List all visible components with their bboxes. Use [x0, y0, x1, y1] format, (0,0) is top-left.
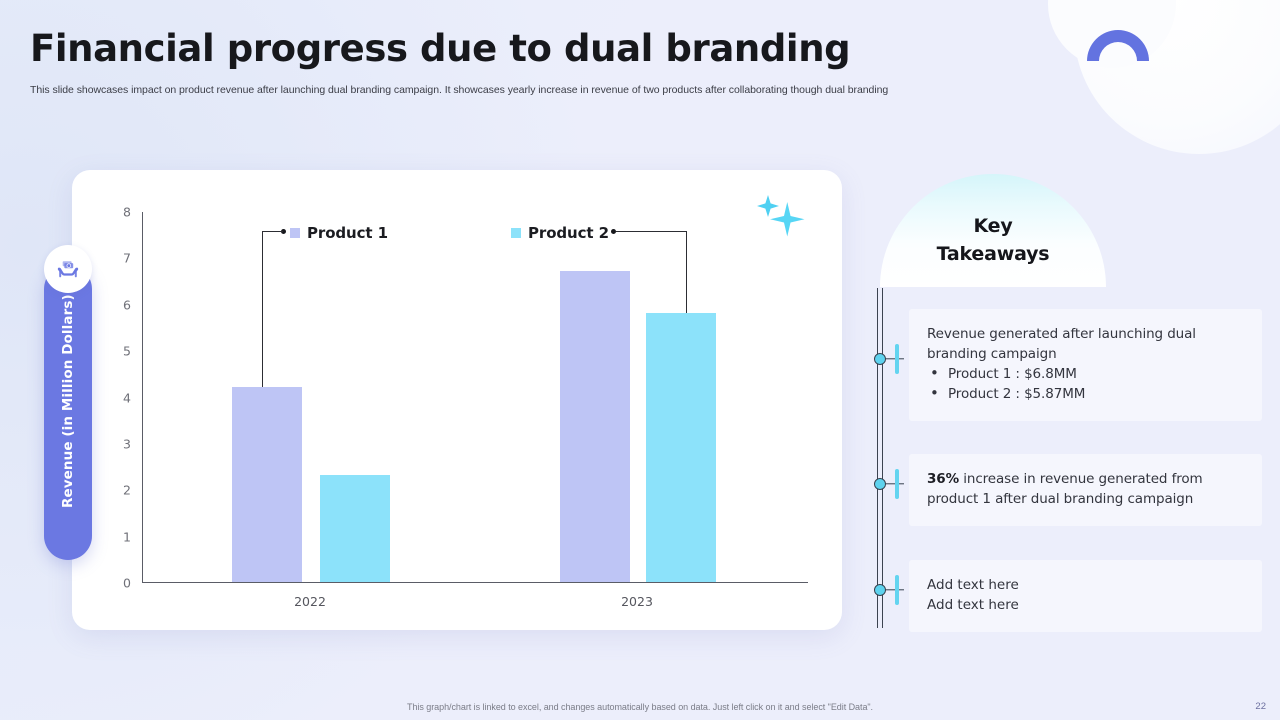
takeaway-card-2-highlight: 36%: [927, 471, 960, 487]
callout-dot-product-1: [281, 229, 286, 234]
key-takeaways-title-line-1: Key: [973, 214, 1013, 237]
timeline-tick-3: [895, 575, 899, 605]
y-tick-1: 1: [123, 529, 131, 545]
page-subtitle: This slide showcases impact on product r…: [30, 84, 889, 96]
bar-2022-product-2[interactable]: [320, 475, 390, 582]
y-tick-4: 4: [123, 390, 131, 405]
callout-line-product-2-vertical: [686, 231, 688, 316]
y-tick-6: 6: [123, 297, 131, 313]
timeline-tick-2: [895, 469, 899, 499]
timeline-node-2: [874, 478, 886, 490]
callout-dot-product-2: [611, 229, 616, 234]
y-axis-label-badge: Revenue (in Million Dollars): [44, 265, 92, 560]
key-takeaways-title: Key Takeaways: [880, 174, 1106, 287]
callout-line-product-2-horizontal: [616, 231, 687, 233]
page-title: Financial progress due to dual branding: [30, 27, 851, 70]
y-tick-3: 3: [123, 436, 131, 452]
list-item: Product 2 : $5.87MM: [927, 384, 1244, 405]
legend-label-product-1: Product 1: [307, 224, 388, 242]
timeline-node-3: [874, 584, 886, 596]
callout-line-product-1-stem: [262, 385, 264, 388]
sparkle-icon: [757, 195, 805, 237]
takeaway-card-2[interactable]: 36% increase in revenue generated from p…: [909, 454, 1262, 526]
timeline-rail-right: [882, 288, 883, 628]
callout-line-product-1-horizontal: [262, 231, 283, 233]
bar-2023-product-1[interactable]: [560, 271, 630, 582]
takeaway-card-3[interactable]: Add text here Add text here: [909, 560, 1262, 632]
legend-swatch-product-1: [290, 228, 300, 238]
hands-holding-money-icon: [44, 245, 92, 293]
y-axis-line: [142, 212, 143, 583]
key-takeaways-title-line-2: Takeaways: [936, 242, 1050, 265]
takeaway-card-1-lead: Revenue generated after launching dual b…: [927, 326, 1196, 362]
slide-header: Financial progress due to dual branding …: [30, 26, 1040, 97]
legend-item-product-1: Product 1: [290, 224, 388, 242]
takeaway-card-3-line-2: Add text here: [927, 596, 1019, 613]
timeline-node-1: [874, 353, 886, 365]
takeaway-card-3-line-1: Add text here: [927, 577, 1019, 593]
callout-line-product-1-vertical: [262, 231, 264, 386]
takeaway-card-2-text: 36% increase in revenue generated from p…: [927, 470, 1244, 509]
x-label-2022: 2022: [294, 594, 326, 609]
y-axis-label-text: Revenue (in Million Dollars): [60, 294, 76, 509]
key-takeaways-dome: Key Takeaways: [880, 174, 1106, 287]
legend-label-product-2: Product 2: [528, 224, 609, 242]
takeaway-card-1[interactable]: Revenue generated after launching dual b…: [909, 309, 1262, 421]
takeaway-card-2-rest: increase in revenue generated from produ…: [927, 471, 1203, 507]
legend-item-product-2: Product 2: [511, 224, 609, 242]
legend-swatch-product-2: [511, 228, 521, 238]
page-number: 22: [1255, 701, 1266, 712]
y-tick-2: 2: [123, 482, 131, 498]
bar-2022-product-1[interactable]: [232, 387, 302, 582]
y-tick-0: 0: [123, 575, 131, 591]
y-tick-7: 7: [123, 250, 131, 266]
y-tick-5: 5: [123, 343, 131, 359]
timeline-tick-1: [895, 344, 899, 374]
y-tick-8: 8: [123, 204, 131, 220]
list-item: Product 1 : $6.8MM: [927, 364, 1244, 385]
bar-chart-plot: 8 7 6 5 4 3 2 1 0 2022 2023: [123, 205, 808, 609]
x-label-2023: 2023: [621, 594, 653, 609]
timeline-rail-left: [877, 288, 878, 628]
footer-note: This graph/chart is linked to excel, and…: [407, 702, 873, 712]
takeaway-card-1-bullets: Product 1 : $6.8MM Product 2 : $5.87MM: [927, 364, 1244, 405]
bar-2023-product-2[interactable]: [646, 313, 716, 582]
x-axis-line: [142, 582, 808, 583]
